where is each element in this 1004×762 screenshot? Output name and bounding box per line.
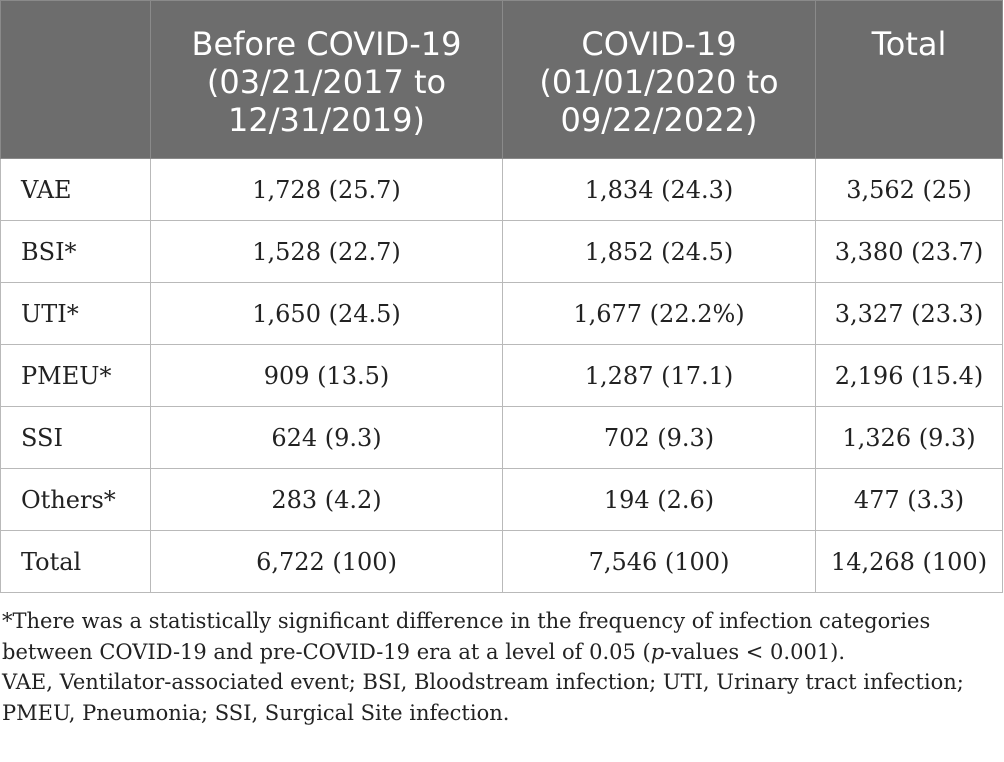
row-label-cell: PMEU*: [0, 344, 151, 407]
table-row: PMEU* 909 (13.5) 1,287 (17.1) 2,196 (15.…: [0, 344, 1003, 407]
total-cell: 3,327 (23.3): [815, 282, 1003, 345]
total-cell: 14,268 (100): [815, 530, 1003, 593]
header-cell-empty: [0, 0, 151, 159]
header-row: Before COVID-19 (03/21/2017 to 12/31/201…: [0, 0, 1003, 159]
covid-cell: 702 (9.3): [502, 406, 816, 469]
covid-cell: 1,677 (22.2%): [502, 282, 816, 345]
before-covid-cell: 1,528 (22.7): [150, 220, 503, 283]
abbreviations-line1: VAE, Ventilator-associated event; BSI, B…: [2, 670, 964, 694]
table-row: VAE 1,728 (25.7) 1,834 (24.3) 3,562 (25): [0, 158, 1003, 221]
covid-cell: 1,834 (24.3): [502, 158, 816, 221]
before-covid-cell: 1,650 (24.5): [150, 282, 503, 345]
significance-note-line1: *There was a statistically significant d…: [2, 609, 931, 633]
row-label-cell: VAE: [0, 158, 151, 221]
covid-cell: 1,852 (24.5): [502, 220, 816, 283]
table-row: UTI* 1,650 (24.5) 1,677 (22.2%) 3,327 (2…: [0, 282, 1003, 345]
row-label-cell: UTI*: [0, 282, 151, 345]
table-header: Before COVID-19 (03/21/2017 to 12/31/201…: [0, 0, 1003, 159]
covid-cell: 7,546 (100): [502, 530, 816, 593]
table-body: VAE 1,728 (25.7) 1,834 (24.3) 3,562 (25)…: [0, 158, 1003, 593]
total-cell: 3,562 (25): [815, 158, 1003, 221]
before-covid-cell: 283 (4.2): [150, 468, 503, 531]
table-row: BSI* 1,528 (22.7) 1,852 (24.5) 3,380 (23…: [0, 220, 1003, 283]
infection-frequency-table: Before COVID-19 (03/21/2017 to 12/31/201…: [0, 0, 1003, 593]
total-cell: 477 (3.3): [815, 468, 1003, 531]
total-cell: 3,380 (23.7): [815, 220, 1003, 283]
covid-cell: 194 (2.6): [502, 468, 816, 531]
before-covid-cell: 6,722 (100): [150, 530, 503, 593]
table-row: Others* 283 (4.2) 194 (2.6) 477 (3.3): [0, 468, 1003, 531]
header-cell-before-covid: Before COVID-19 (03/21/2017 to 12/31/201…: [150, 0, 503, 159]
header-cell-covid: COVID-19 (01/01/2020 to 09/22/2022): [502, 0, 816, 159]
table-row: SSI 624 (9.3) 702 (9.3) 1,326 (9.3): [0, 406, 1003, 469]
header-cell-total: Total: [815, 0, 1003, 159]
table-row: Total 6,722 (100) 7,546 (100) 14,268 (10…: [0, 530, 1003, 593]
significance-note-line2: between COVID-19 and pre-COVID-19 era at…: [2, 639, 846, 664]
before-covid-cell: 1,728 (25.7): [150, 158, 503, 221]
total-cell: 2,196 (15.4): [815, 344, 1003, 407]
before-covid-cell: 624 (9.3): [150, 406, 503, 469]
row-label-cell: BSI*: [0, 220, 151, 283]
total-cell: 1,326 (9.3): [815, 406, 1003, 469]
row-label-cell: SSI: [0, 406, 151, 469]
row-label-cell: Total: [0, 530, 151, 593]
row-label-cell: Others*: [0, 468, 151, 531]
covid-cell: 1,287 (17.1): [502, 344, 816, 407]
table-footnotes: *There was a statistically significant d…: [2, 606, 1002, 728]
before-covid-cell: 909 (13.5): [150, 344, 503, 407]
abbreviations-line2: PMEU, Pneumonia; SSI, Surgical Site infe…: [2, 700, 510, 725]
